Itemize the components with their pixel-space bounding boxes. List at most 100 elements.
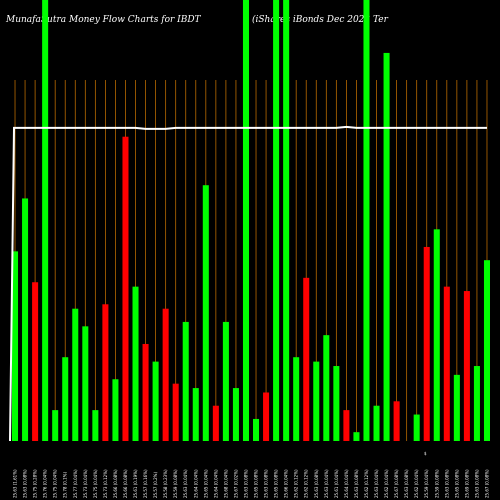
x-tick-label: 25.63 (0.08%) [243, 469, 248, 498]
bar [162, 308, 169, 441]
bar [473, 366, 480, 441]
x-tick-label: 25.65 (0.08%) [454, 469, 459, 498]
x-tick-label: 25.65 (0.04%) [203, 469, 208, 498]
bar [212, 405, 219, 441]
x-tick-label: 25.65 (0.08%) [274, 469, 279, 498]
x-tick-label: 25.63 (0.08%) [444, 469, 449, 498]
bar [353, 432, 360, 441]
bar [172, 383, 179, 441]
x-tick-label: 25.63 (0.04%) [374, 469, 379, 498]
x-tick-label: 25.57 (0.2%) [153, 472, 158, 498]
bar [433, 229, 440, 441]
bar [112, 379, 119, 441]
x-tick-label: 25.65 (0.08%) [254, 469, 259, 498]
x-tick-label: 25.67 (0.02%) [233, 469, 238, 498]
bar [363, 0, 370, 441]
bar [383, 52, 390, 442]
bar [283, 0, 290, 441]
x-tick-label: 25.66 (0.04%) [284, 469, 289, 498]
x-tick-label: 25.73 (0.12%) [103, 469, 108, 498]
bar [232, 388, 239, 441]
chart-title-right: (iShares iBonds Dec 2028 Ter [252, 14, 389, 25]
bar [413, 414, 420, 441]
bar [393, 401, 400, 441]
bar [132, 286, 139, 441]
x-tick-label: 25.61 (0.04%) [334, 469, 339, 498]
x-tick-label: 25.63 (0.08%) [23, 469, 28, 498]
x-tick-label: 25.59 (0.04%) [424, 469, 429, 498]
bar [202, 185, 209, 441]
x-tick-label: 25.67 (0.08%) [394, 469, 399, 498]
bar [343, 410, 350, 441]
bar [483, 260, 490, 441]
x-tick-label: 25.64 (0.04%) [344, 469, 349, 498]
x-tick-label: 25.63 (1.61%) [13, 469, 18, 498]
x-tick-label: 25.75 (0.04%) [93, 469, 98, 498]
bar [443, 286, 450, 441]
x-tick-label: 25.67 (0.08%) [484, 469, 489, 498]
bar [242, 0, 249, 441]
x-tick-label: 25.62 (0.12%) [304, 469, 309, 498]
bar [12, 251, 19, 441]
bar [92, 410, 99, 441]
bar [373, 405, 380, 441]
x-tick-label: 25.64 (0.04%) [213, 469, 218, 498]
bar [333, 366, 340, 441]
bar [293, 357, 300, 441]
bar [122, 136, 129, 441]
x-tick-label: 25.78 (0.1%) [63, 472, 68, 498]
x-tick-label: 25.62 (0.04%) [384, 469, 389, 498]
bar [32, 282, 39, 441]
x-tick-label: 25.59 (0.08%) [434, 469, 439, 498]
bar [313, 361, 320, 441]
x-tick-label: 25.73 (0.04%) [83, 469, 88, 498]
x-tick-label: 25.62 (0.12%) [294, 469, 299, 498]
x-tick-label: 25.77 (0.04%) [73, 469, 78, 498]
bar [42, 0, 49, 441]
bar [72, 308, 79, 441]
x-tick-label: 25.63 (0.04%) [324, 469, 329, 498]
x-tick-label: 25.75 (0.04%) [53, 469, 58, 498]
chart-title-left: MunafaSutra Money Flow Charts for IBDT [5, 15, 202, 25]
x-tick-label: 25.61 (0.19%) [133, 469, 138, 498]
x-tick-label: 25.63 (0.08%) [404, 469, 409, 498]
bar [463, 291, 470, 441]
bar [192, 388, 199, 441]
x-tick-label: 25.63 (0.08%) [264, 469, 269, 498]
x-tick-label: 25.63 (0.08%) [354, 469, 359, 498]
bar [62, 357, 69, 441]
bar [142, 343, 149, 441]
x-tick-label: 25.58 (0.23%) [163, 469, 168, 498]
bar [52, 410, 59, 441]
bar [82, 326, 89, 441]
x-tick-labels: 25.63 (1.61%) 25.63 (0.08%) 25.75 (0.28%) 2… [13, 469, 490, 498]
x-tick-label: 25.63 (0.04%) [183, 469, 188, 498]
x-tick-label: 25.66 (0.08%) [113, 469, 118, 498]
bar [263, 392, 270, 441]
bar [273, 0, 280, 441]
bar [102, 304, 109, 441]
x-tick-label: 25.66 (0.08%) [123, 469, 128, 498]
x-tick-label: 25.62 (0.04%) [414, 469, 419, 498]
x-tick-label: 25.57 (0.16%) [143, 469, 148, 498]
bar [303, 277, 310, 441]
x-tick-label: 25.64 (0.04%) [193, 469, 198, 498]
bar [253, 418, 260, 441]
bar [423, 246, 430, 441]
x-tick-label: 25.68 (0.04%) [223, 469, 228, 498]
currency-marker: $ [424, 451, 427, 456]
x-tick-label: 25.62 (0.12%) [364, 469, 369, 498]
bar [22, 198, 29, 441]
bar [323, 335, 330, 441]
x-tick-label: 25.75 (0.28%) [33, 469, 38, 498]
trend-line [9, 125, 487, 442]
x-tick-label: 25.59 (0.08%) [173, 469, 178, 498]
bar [222, 321, 229, 441]
x-tick-label: 25.63 (0.08%) [474, 469, 479, 498]
bars-group [12, 0, 490, 442]
bar [152, 361, 159, 441]
bar [453, 374, 460, 441]
x-tick-label: 25.76 (0.04%) [43, 469, 48, 498]
x-tick-label: 25.69 (0.08%) [464, 469, 469, 498]
